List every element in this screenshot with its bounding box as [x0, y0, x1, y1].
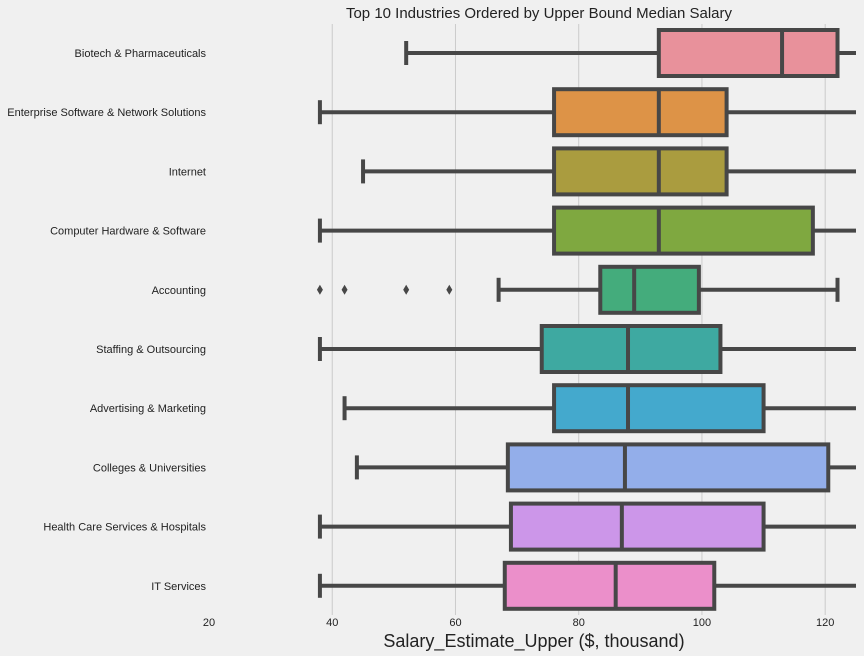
- box-group: [317, 324, 856, 374]
- category-label: Advertising & Marketing: [90, 403, 206, 415]
- box-layer: [316, 28, 856, 611]
- category-label: Staffing & Outsourcing: [96, 344, 206, 356]
- category-label: Accounting: [152, 285, 206, 297]
- box-group: [317, 560, 856, 611]
- iqr-box: [552, 383, 766, 434]
- iqr-box: [508, 501, 766, 552]
- outlier-point: [446, 284, 453, 295]
- x-tick-label: 80: [573, 617, 585, 629]
- box-group: [317, 205, 856, 256]
- x-tick-label: 20: [203, 617, 215, 629]
- iqr-box: [598, 264, 701, 315]
- iqr-box: [502, 560, 717, 611]
- iqr-box: [552, 146, 729, 197]
- category-label: Computer Hardware & Software: [50, 226, 206, 238]
- box-group: [317, 501, 856, 552]
- box-group: [404, 28, 856, 78]
- category-label: Enterprise Software & Network Solutions: [7, 107, 206, 119]
- box-group: [361, 146, 856, 197]
- outlier-point: [316, 284, 323, 295]
- category-label: IT Services: [151, 581, 206, 593]
- iqr-box: [552, 87, 729, 138]
- x-tick-label: 40: [326, 617, 338, 629]
- x-tick-label: 120: [816, 617, 834, 629]
- box-group: [342, 383, 856, 434]
- box-group: [354, 442, 856, 493]
- box-group: [317, 87, 856, 138]
- iqr-box: [505, 442, 831, 493]
- box-group: [316, 264, 840, 315]
- outlier-point: [341, 284, 348, 295]
- iqr-box: [539, 324, 723, 374]
- x-axis-label: Salary_Estimate_Upper ($, thousand): [383, 631, 684, 652]
- iqr-box: [552, 205, 815, 256]
- iqr-box: [656, 28, 840, 78]
- category-label: Colleges & Universities: [93, 462, 207, 474]
- category-label: Health Care Services & Hospitals: [43, 522, 206, 534]
- x-tick-label: 100: [693, 617, 711, 629]
- outlier-point: [403, 284, 410, 295]
- chart-title: Top 10 Industries Ordered by Upper Bound…: [346, 5, 733, 22]
- category-label: Internet: [169, 166, 206, 178]
- label-layer: 20 40 60 80 100 120 Biotech & Pharmaceuticals E…: [7, 48, 834, 629]
- category-label: Biotech & Pharmaceuticals: [75, 48, 207, 60]
- x-tick-label: 60: [449, 617, 461, 629]
